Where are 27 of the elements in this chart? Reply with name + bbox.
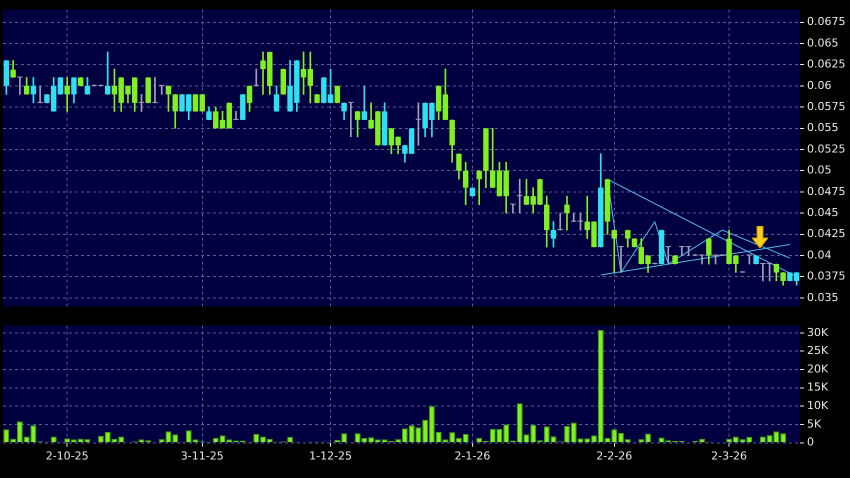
y-tick-label: 0.035	[807, 290, 838, 304]
y-tick-label: 0.0675	[807, 15, 846, 28]
y-tick-label: 0.06	[807, 78, 832, 92]
y-tick-label: 10K	[807, 399, 829, 412]
y-tick-label: 15K	[807, 380, 829, 394]
y-tick-label: 5K	[807, 417, 822, 430]
y-tick-label: 0.055	[807, 121, 838, 134]
y-tick-label: 0.0525	[807, 142, 846, 156]
x-tick-label: 2-3-26	[711, 449, 748, 462]
y-tick-label: 0.0575	[807, 100, 846, 113]
y-tick-label: 0	[807, 436, 814, 449]
y-tick-label: 25K	[807, 344, 829, 358]
y-tick-label: 0.045	[807, 206, 838, 219]
y-tick-label: 0.0375	[807, 270, 846, 283]
y-tick-label: 0.05	[807, 164, 832, 177]
y-tick-label: 30K	[807, 326, 829, 339]
x-tick-label: 3-11-25	[180, 449, 224, 462]
y-tick-label: 0.0625	[807, 58, 846, 71]
x-tick-label: 2-1-26	[454, 449, 490, 462]
y-tick-label: 20K	[807, 362, 829, 376]
x-tick-label: 2-2-26	[596, 449, 632, 462]
y-tick-label: 0.065	[807, 36, 838, 50]
x-tick-label: 2-10-25	[46, 449, 89, 462]
y-tick-label: 0.0425	[807, 227, 846, 240]
y-tick-label: 0.0475	[807, 184, 846, 198]
y-tick-label: 0.04	[807, 248, 832, 262]
x-tick-label: 1-12-25	[309, 449, 352, 462]
